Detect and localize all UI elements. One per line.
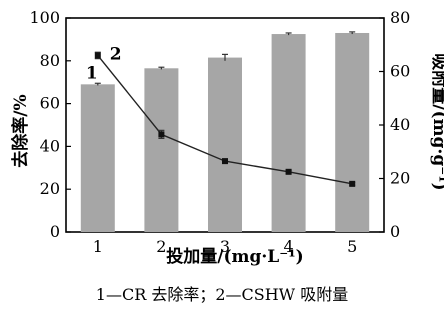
y-right-tick-label: 80: [390, 8, 410, 27]
y-left-tick-label: 60: [40, 94, 60, 113]
x-axis-title: 投加量/(mg·L⁻¹): [166, 246, 303, 267]
bar: [335, 32, 370, 233]
figure-caption: 1—CR 去除率；2—CSHW 吸附量: [96, 285, 348, 304]
bar: [208, 57, 242, 233]
y-left-tick-label: 0: [50, 222, 60, 241]
bar: [271, 34, 306, 232]
y-right-tick-label: 40: [390, 115, 410, 134]
y-left-tick-label: 100: [29, 8, 60, 27]
y-right-tick-label: 20: [390, 169, 410, 188]
bar: [80, 84, 115, 232]
y-left-tick-label: 20: [40, 179, 60, 198]
x-tick-label: 2: [156, 237, 166, 256]
line-point: [158, 131, 165, 138]
bar: [144, 68, 179, 232]
x-tick-label: 1: [93, 237, 103, 256]
x-tick-label: 4: [284, 237, 294, 256]
x-tick-label: 5: [347, 237, 357, 256]
y-right-axis-title: 吸附量/(mg·g⁻¹): [429, 53, 444, 190]
series-label-1: 1: [86, 63, 98, 83]
y-left-tick-label: 80: [40, 51, 60, 70]
line-point: [222, 158, 228, 165]
line-point: [349, 180, 356, 187]
y-left-tick-label: 40: [40, 136, 60, 155]
y-left-axis-title: 去除率/%: [10, 94, 31, 167]
x-tick-label: 3: [220, 237, 230, 256]
line-layer: [94, 51, 356, 187]
y-right-tick-label: 0: [390, 222, 400, 241]
line-point: [285, 168, 292, 175]
series-label-2: 2: [110, 44, 122, 64]
line-point: [94, 52, 101, 59]
y-right-tick-label: 60: [390, 62, 410, 81]
bars-layer: [80, 31, 370, 233]
